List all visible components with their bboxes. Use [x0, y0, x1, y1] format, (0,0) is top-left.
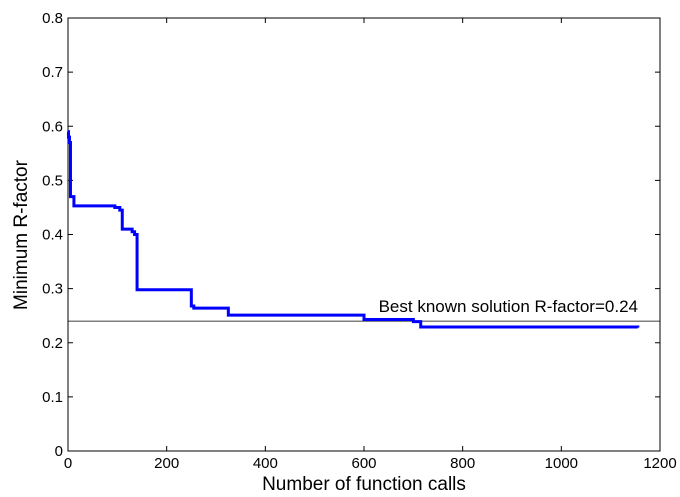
x-tick-label: 600	[351, 455, 376, 472]
y-tick-label: 0.6	[42, 118, 63, 135]
y-tick-label: 0.5	[42, 172, 63, 189]
x-tick-label: 1000	[545, 455, 578, 472]
plot-area	[67, 17, 661, 452]
y-tick-label: 0	[55, 443, 63, 460]
y-tick-label: 0.1	[42, 389, 63, 406]
x-tick-label: 200	[154, 455, 179, 472]
y-tick-label: 0.3	[42, 281, 63, 298]
y-tick-label: 0.2	[42, 335, 63, 352]
x-tick-label: 0	[64, 455, 72, 472]
x-tick-label: 1200	[643, 455, 676, 472]
x-tick-label: 400	[253, 455, 278, 472]
axis-tick-labels: 0 200 400 600 800 1000 1200 0 0.1 0.2 0.3 0.4 0.5 0.6…	[42, 10, 677, 472]
series-line	[66, 130, 640, 329]
x-tick-label: 800	[450, 455, 475, 472]
y-tick-label: 0.7	[42, 64, 63, 81]
x-axis-label: Number of function calls	[262, 474, 466, 495]
y-tick-label: 0.8	[42, 10, 63, 27]
y-tick-label: 0.4	[42, 227, 63, 244]
best-known-solution-label: Best known solution R-factor=0.24	[379, 297, 638, 316]
y-axis-label: Minimum R-factor	[11, 159, 32, 310]
